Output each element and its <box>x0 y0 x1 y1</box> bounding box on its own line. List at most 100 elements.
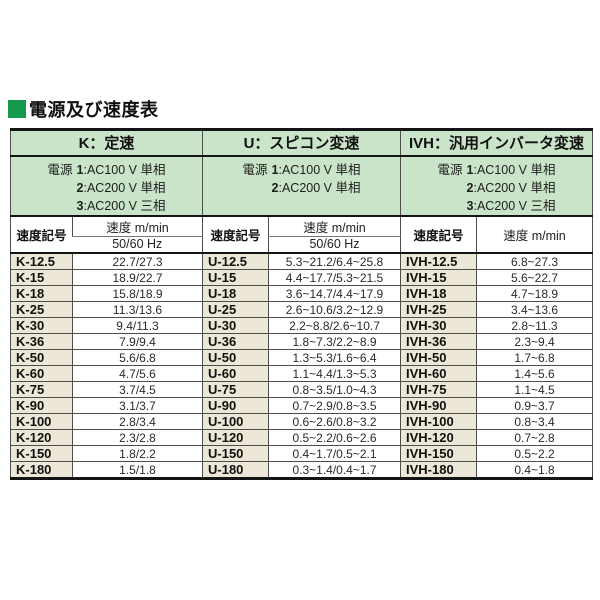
speed-code-cell: IVH-90 <box>400 397 477 414</box>
speed-value-cell: 4.4~17.7/5.3~21.5 <box>268 269 401 286</box>
speed-code-cell: K-90 <box>10 397 73 414</box>
speed-code-header-IVH: 速度記号 <box>400 215 477 254</box>
table-row: K-60 4.7/5.6 U-60 1.1~4.4/1.3~5.3 IVH-60 1.4~… <box>10 365 593 382</box>
speed-value-cell: 3.4~13.6 <box>475 301 593 318</box>
speed-code-cell: U-60 <box>202 365 269 382</box>
speed-value-cell: 5.3~21.2/6.4~25.8 <box>268 253 401 270</box>
speed-code-cell: K-75 <box>10 381 73 398</box>
speed-code-cell: K-25 <box>10 301 73 318</box>
speed-value-cell: 0.3~1.4/0.4~1.7 <box>268 461 401 479</box>
speed-value-cell: 3.6~14.7/4.4~17.9 <box>268 285 401 302</box>
speed-value-cell: 0.9~3.7 <box>475 397 593 414</box>
speed-value-cell: 22.7/27.3 <box>72 253 203 270</box>
speed-header-U: 速度 m/min <box>268 215 401 237</box>
table-body: K-12.5 22.7/27.3 U-12.5 5.3~21.2/6.4~25.8 IV… <box>10 253 593 479</box>
power-options-IVH: 1:AC100 V 単相 2:AC200 V 単相 3:AC200 V 三相 <box>466 161 556 214</box>
table-row: K-180 1.5/1.8 U-180 0.3~1.4/0.4~1.7 IVH-180 0… <box>10 461 593 479</box>
speed-value-cell: 2.2~8.8/2.6~10.7 <box>268 317 401 334</box>
table-row: K-100 2.8/3.4 U-100 0.6~2.6/0.8~3.2 IVH-100 0… <box>10 413 593 430</box>
speed-value-cell: 0.8~3.4 <box>475 413 593 430</box>
power-label: 電源 <box>242 162 268 177</box>
speed-value-cell: 0.5~2.2 <box>475 445 593 462</box>
power-option: 3:AC200 V 三相 <box>466 198 556 213</box>
speed-value-cell: 9.4/11.3 <box>72 317 203 334</box>
table-row: K-25 11.3/13.6 U-25 2.6~10.6/3.2~12.9 IVH-25… <box>10 301 593 318</box>
speed-value-cell: 18.9/22.7 <box>72 269 203 286</box>
power-option: 2:AC200 V 単相 <box>271 180 361 195</box>
green-square-bullet-icon <box>8 100 26 118</box>
speed-value-cell: 0.5~2.2/0.6~2.6 <box>268 429 401 446</box>
speed-value-cell: 2.6~10.6/3.2~12.9 <box>268 301 401 318</box>
speed-value-cell: 2.3/2.8 <box>72 429 203 446</box>
speed-code-cell: IVH-75 <box>400 381 477 398</box>
speed-code-cell: K-120 <box>10 429 73 446</box>
speed-code-cell: K-30 <box>10 317 73 334</box>
speed-code-cell: IVH-60 <box>400 365 477 382</box>
section-title-K: K：定速 <box>10 129 203 157</box>
speed-code-cell: U-180 <box>202 461 269 479</box>
power-option: 1:AC100 V 単相 <box>271 162 361 177</box>
speed-code-cell: IVH-120 <box>400 429 477 446</box>
speed-value-cell: 15.8/18.9 <box>72 285 203 302</box>
speed-value-cell: 2.8~11.3 <box>475 317 593 334</box>
speed-code-cell: K-36 <box>10 333 73 350</box>
speed-header-IVH: 速度 m/min <box>475 215 593 254</box>
speed-code-cell: K-50 <box>10 349 73 366</box>
section-heading: 電源及び速度表 <box>8 96 159 122</box>
power-info-U: 電源 1:AC100 V 単相 2:AC200 V 単相 <box>202 155 401 217</box>
speed-code-cell: IVH-12.5 <box>400 253 477 270</box>
power-info-K: 電源 1:AC100 V 単相 2:AC200 V 単相 3:AC200 V 三相 <box>10 155 203 217</box>
speed-value-cell: 6.8~27.3 <box>475 253 593 270</box>
speed-code-header-U: 速度記号 <box>202 215 269 254</box>
speed-code-cell: U-75 <box>202 381 269 398</box>
power-options-K: 1:AC100 V 単相 2:AC200 V 単相 3:AC200 V 三相 <box>76 161 166 214</box>
speed-code-header-K: 速度記号 <box>10 215 73 254</box>
speed-code-cell: K-100 <box>10 413 73 430</box>
speed-code-cell: IVH-36 <box>400 333 477 350</box>
power-block-K: 電源 1:AC100 V 単相 2:AC200 V 単相 3:AC200 V 三相 <box>11 161 202 214</box>
speed-value-cell: 1.3~5.3/1.6~6.4 <box>268 349 401 366</box>
speed-value-cell: 0.6~2.6/0.8~3.2 <box>268 413 401 430</box>
speed-value-cell: 1.5/1.8 <box>72 461 203 479</box>
speed-value-cell: 4.7/5.6 <box>72 365 203 382</box>
speed-code-cell: U-30 <box>202 317 269 334</box>
power-label: 電源 <box>437 162 463 177</box>
speed-code-cell: U-12.5 <box>202 253 269 270</box>
power-info-row: 電源 1:AC100 V 単相 2:AC200 V 単相 3:AC200 V 三相 電源… <box>10 155 593 217</box>
speed-value-cell: 0.4~1.8 <box>475 461 593 479</box>
page-title: 電源及び速度表 <box>29 100 159 120</box>
table-row: K-18 15.8/18.9 U-18 3.6~14.7/4.4~17.9 IVH-18… <box>10 285 593 302</box>
speed-code-cell: IVH-180 <box>400 461 477 479</box>
speed-value-cell: 1.4~5.6 <box>475 365 593 382</box>
speed-code-cell: U-36 <box>202 333 269 350</box>
speed-code-cell: K-180 <box>10 461 73 479</box>
power-option: 2:AC200 V 単相 <box>76 180 166 195</box>
speed-value-cell: 11.3/13.6 <box>72 301 203 318</box>
section-title-U: U：スピコン変速 <box>202 129 401 157</box>
power-option: 1:AC100 V 単相 <box>76 162 166 177</box>
power-options-U: 1:AC100 V 単相 2:AC200 V 単相 <box>272 161 361 197</box>
power-block-IVH: 電源 1:AC100 V 単相 2:AC200 V 単相 3:AC200 V 三相 <box>402 161 593 214</box>
freq-header-U: 50/60 Hz <box>268 236 401 254</box>
table-head: K：定速 U：スピコン変速 IVH：汎用インバータ変速 電源 1:AC100 V 単相 2… <box>10 129 593 254</box>
speed-value-cell: 2.8/3.4 <box>72 413 203 430</box>
power-block-U: 電源 1:AC100 V 単相 2:AC200 V 単相 <box>204 161 401 197</box>
speed-code-cell: K-150 <box>10 445 73 462</box>
speed-table: K：定速 U：スピコン変速 IVH：汎用インバータ変速 電源 1:AC100 V 単相 2… <box>10 128 594 480</box>
speed-code-cell: U-120 <box>202 429 269 446</box>
freq-header-K: 50/60 Hz <box>72 236 203 254</box>
speed-value-cell: 3.7/4.5 <box>72 381 203 398</box>
speed-value-cell: 2.3~9.4 <box>475 333 593 350</box>
table-row: K-150 1.8/2.2 U-150 0.4~1.7/0.5~2.1 IVH-150 0… <box>10 445 593 462</box>
table-row: K-36 7.9/9.4 U-36 1.8~7.3/2.2~8.9 IVH-36 2.3~… <box>10 333 593 350</box>
power-option: 3:AC200 V 三相 <box>76 198 166 213</box>
speed-code-cell: U-50 <box>202 349 269 366</box>
section-title-row: K：定速 U：スピコン変速 IVH：汎用インバータ変速 <box>10 129 593 157</box>
table-row: K-120 2.3/2.8 U-120 0.5~2.2/0.6~2.6 IVH-120 0… <box>10 429 593 446</box>
speed-value-cell: 7.9/9.4 <box>72 333 203 350</box>
column-header-row: 速度記号 速度 m/min 速度記号 速度 m/min 速度記号 速度 m/min <box>10 215 593 254</box>
speed-code-cell: IVH-150 <box>400 445 477 462</box>
speed-code-cell: K-15 <box>10 269 73 286</box>
table-row: K-50 5.6/6.8 U-50 1.3~5.3/1.6~6.4 IVH-50 1.7~… <box>10 349 593 366</box>
